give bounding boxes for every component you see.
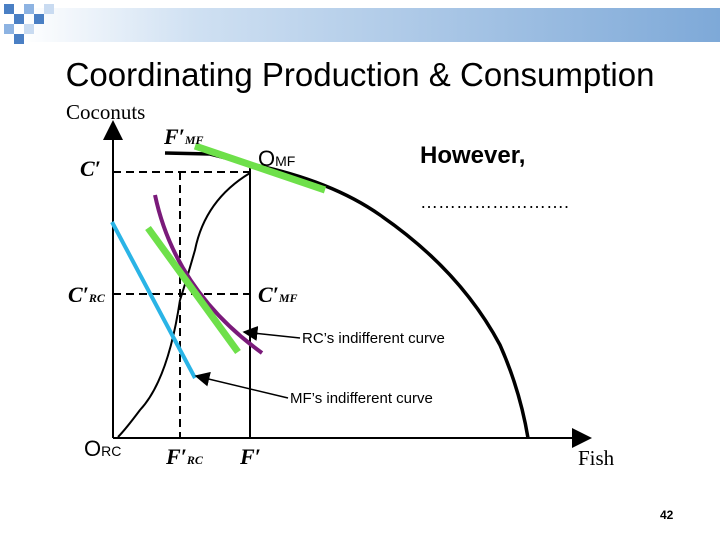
tick-c-prime: C′ [80,156,101,181]
tick-f-prime: F′ [240,444,261,469]
mf-box-curve [179,172,251,301]
tick-c-mf: C′MF [258,282,298,307]
cyan-indifference-curve [110,221,197,379]
mf-curve-arrow [194,371,289,399]
tick-f-mf: F′MF [164,124,204,149]
origin-mf-label: OMF [258,146,296,171]
slide-title: Coordinating Production & Consumption [65,56,655,93]
purple-indifference-curve [153,194,264,355]
rc-box-curve [117,299,181,438]
mf-indifferent-curve-label: MF’s indifferent curve [290,390,433,407]
green-tangent-top [193,142,327,194]
corner-decoration [4,4,54,44]
production-frontier-curve [164,151,530,439]
origin-rc-label: ORC [84,436,122,461]
rc-indifferent-curve-label: RC’s indifferent curve [302,330,445,347]
y-axis-label: Coconuts [66,100,146,124]
rc-curve-arrow [242,325,301,341]
page-number: 42 [660,508,674,522]
tick-c-rc: C′RC [68,282,105,307]
however-text: However, [420,142,526,169]
x-axis-label: Fish [578,446,615,470]
dots-text: ……………………. [420,192,570,212]
title-bar-gradient [22,8,720,42]
tick-f-rc: F′RC [166,444,203,469]
green-tangent-bottom [145,225,241,355]
